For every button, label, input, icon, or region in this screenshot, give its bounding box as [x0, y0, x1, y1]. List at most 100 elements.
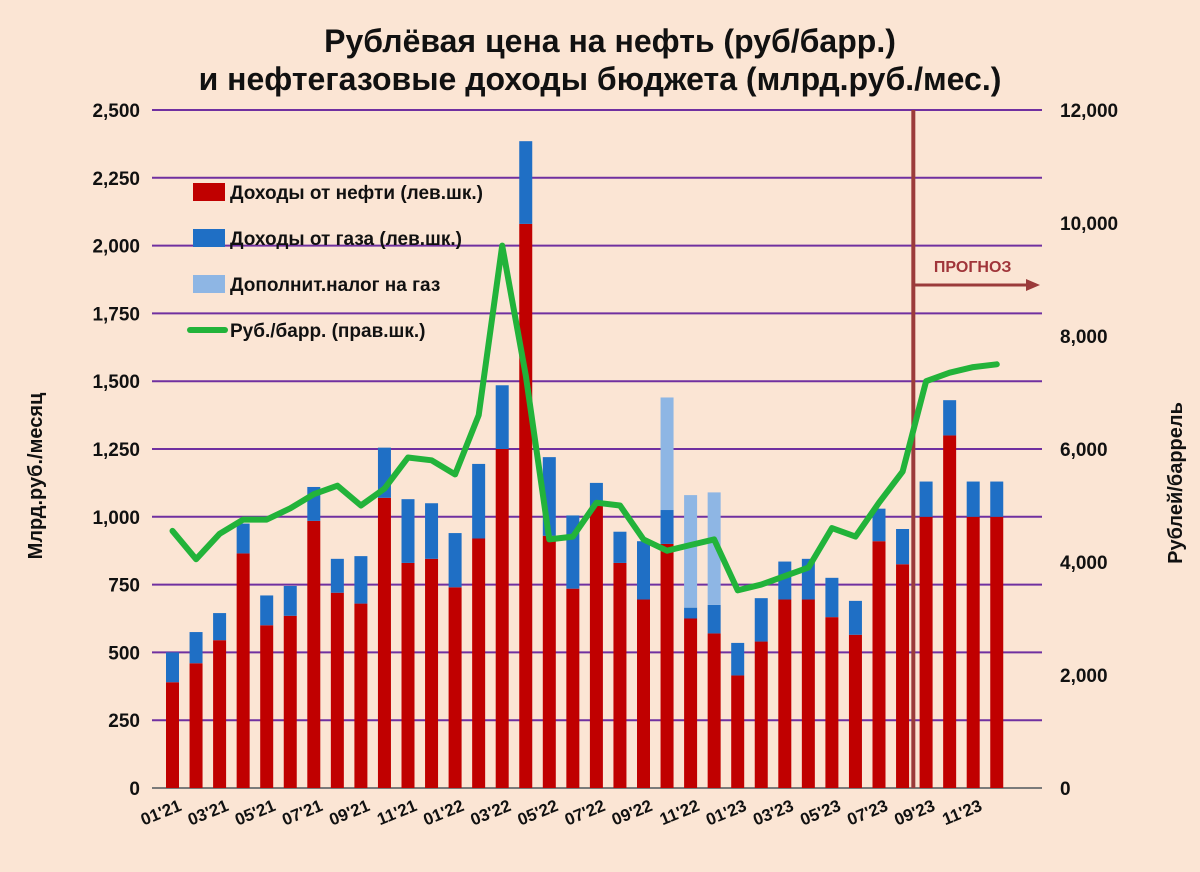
- bar-gas-26: [778, 561, 792, 600]
- bar-oil-26: [778, 599, 792, 788]
- bar-oil-30: [872, 541, 886, 788]
- bar-gas-extra-tax-23: [707, 492, 721, 605]
- y-tick-label: 1,000: [92, 508, 140, 529]
- bar-gas-extra-tax-22: [684, 495, 698, 608]
- forecast-arrow-head-icon: [1026, 279, 1040, 291]
- bar-gas-10: [401, 499, 415, 563]
- bar-gas-33: [943, 400, 957, 436]
- bar-gas-extra-tax-21: [660, 397, 674, 511]
- legend-item-gas: Доходы от газа (лев.шк.): [193, 229, 462, 250]
- legend-item-rub-per-barrel: Руб./барр. (прав.шк.): [187, 321, 426, 342]
- y-axis-right: 0 2,000 4,000 6,000 8,000 10,000 12,000: [1060, 101, 1118, 800]
- bar-oil-28: [825, 617, 839, 788]
- bar-oil-1: [189, 663, 203, 788]
- y2-tick-label: 2,000: [1060, 666, 1108, 687]
- bar-oil-25: [754, 641, 768, 788]
- bar-oil-5: [283, 615, 297, 788]
- bar-gas-22: [684, 607, 698, 619]
- legend-swatch: [193, 183, 225, 201]
- y-tick-label: 750: [108, 576, 140, 597]
- bar-gas-3: [236, 523, 250, 554]
- bar-oil-27: [801, 599, 815, 788]
- bar-oil-2: [213, 640, 227, 788]
- y2-tick-label: 6,000: [1060, 440, 1108, 461]
- y2-axis-label: Рублей/баррель: [1165, 402, 1187, 564]
- legend-swatch: [193, 275, 225, 293]
- bar-oil-24: [731, 675, 745, 788]
- y-axis-label: Млрд.руб./месяц: [25, 392, 47, 559]
- bar-gas-23: [707, 604, 721, 634]
- y-tick-label: 0: [129, 779, 140, 800]
- bar-gas-35: [990, 481, 1004, 517]
- legend-swatch: [193, 229, 225, 247]
- bar-oil-13: [472, 538, 486, 788]
- bar-gas-4: [260, 595, 274, 626]
- chart-title-line-2: и нефтегазовые доходы бюджета (млрд.руб.…: [199, 61, 1002, 97]
- bar-gas-20: [637, 541, 650, 600]
- bar-oil-20: [637, 599, 650, 788]
- chart-title-line-1: Рублёвая цена на нефть (руб/барр.): [324, 23, 896, 59]
- bar-gas-13: [472, 463, 486, 539]
- bar-oil-32: [919, 516, 933, 788]
- y2-tick-label: 4,000: [1060, 553, 1108, 574]
- bar-oil-12: [448, 587, 462, 788]
- bar-gas-25: [754, 598, 768, 642]
- legend: Доходы от нефти (лев.шк.) Доходы от газа …: [187, 183, 483, 342]
- bar-oil-35: [990, 516, 1004, 788]
- y-tick-label: 2,250: [92, 169, 140, 190]
- bar-gas-0: [166, 652, 179, 683]
- y-tick-label: 500: [108, 643, 140, 664]
- bar-oil-3: [236, 553, 250, 788]
- bar-gas-1: [189, 632, 203, 664]
- bar-gas-31: [896, 529, 910, 565]
- bar-gas-14: [495, 385, 509, 449]
- bar-oil-34: [966, 516, 980, 788]
- legend-label: Доходы от нефти (лев.шк.): [230, 183, 483, 204]
- bar-gas-2: [213, 613, 227, 641]
- bar-oil-23: [707, 633, 721, 788]
- bar-oil-29: [848, 634, 862, 788]
- bar-oil-31: [896, 564, 910, 788]
- bar-oil-14: [495, 449, 509, 788]
- bar-oil-22: [684, 618, 698, 788]
- bar-gas-32: [919, 481, 933, 517]
- y-tick-label: 2,500: [92, 101, 140, 122]
- bar-oil-9: [377, 497, 391, 788]
- y-axis-left: 0 250 500 750 1,000 1,250 1,500 1,750 2,000 2,250…: [92, 101, 140, 800]
- bar-oil-17: [566, 588, 580, 788]
- bar-oil-33: [943, 435, 957, 788]
- legend-label: Дополнит.налог на газ: [230, 275, 440, 296]
- bar-oil-11: [425, 558, 439, 788]
- bar-oil-16: [542, 535, 556, 788]
- bar-gas-28: [825, 577, 839, 618]
- bar-oil-0: [166, 682, 179, 788]
- y-tick-label: 1,250: [92, 440, 140, 461]
- bar-oil-7: [330, 592, 344, 788]
- bar-gas-15: [519, 141, 533, 224]
- bar-oil-18: [589, 505, 603, 788]
- bar-gas-34: [966, 481, 980, 517]
- bar-gas-30: [872, 508, 886, 542]
- forecast-label: ПРОГНОЗ: [934, 259, 1012, 276]
- y-tick-label: 1,500: [92, 372, 140, 393]
- legend-label: Доходы от газа (лев.шк.): [230, 229, 462, 250]
- bar-gas-5: [283, 585, 297, 616]
- y-tick-label: 2,000: [92, 237, 140, 258]
- bar-gas-19: [613, 531, 627, 563]
- legend-label: Руб./барр. (прав.шк.): [230, 321, 426, 342]
- bar-oil-8: [354, 603, 368, 788]
- series-line-rub-per-barrel: [169, 242, 1000, 594]
- bar-gas-21: [660, 510, 674, 544]
- bar-gas-11: [425, 503, 439, 559]
- bar-oil-15: [519, 223, 533, 789]
- y2-tick-label: 12,000: [1060, 101, 1118, 122]
- bar-oil-4: [260, 625, 274, 788]
- bar-oil-6: [307, 520, 321, 788]
- bars: [166, 141, 1004, 789]
- bar-oil-10: [401, 562, 415, 788]
- bar-gas-24: [731, 642, 745, 676]
- bar-oil-21: [660, 543, 674, 788]
- bar-gas-29: [848, 600, 862, 635]
- y2-tick-label: 8,000: [1060, 327, 1108, 348]
